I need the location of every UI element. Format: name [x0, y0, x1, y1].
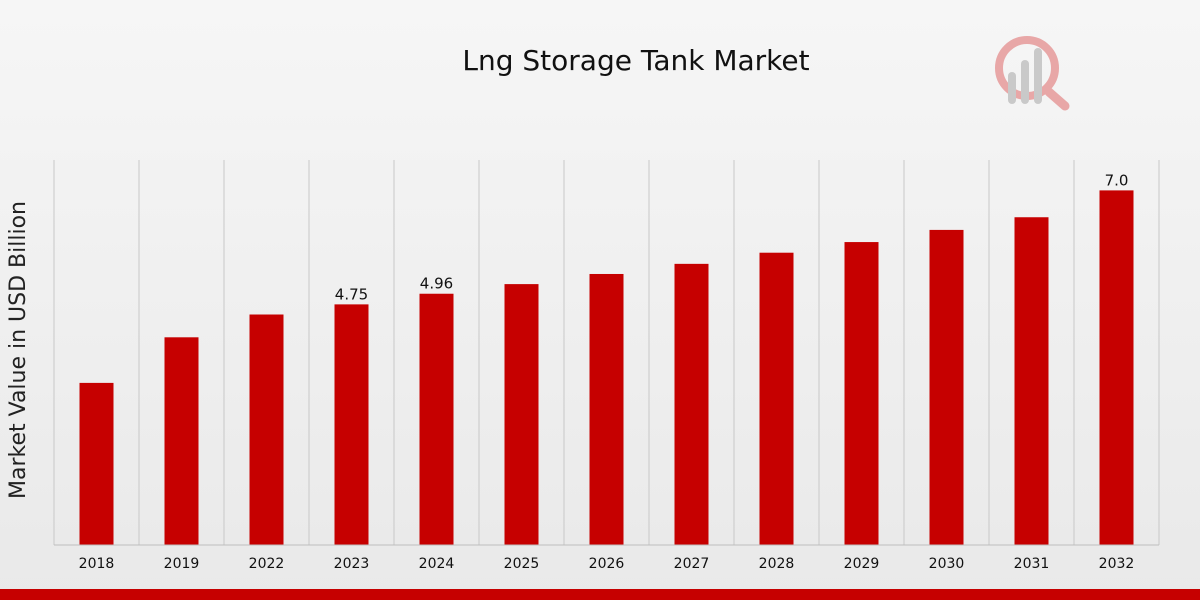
bar-2028	[759, 252, 794, 545]
bottom-accent-bar	[0, 589, 1200, 600]
market-research-logo-icon	[995, 36, 1070, 111]
x-tick-2031: 2031	[1014, 556, 1050, 572]
bar-2029	[844, 242, 879, 545]
x-tick-2023: 2023	[334, 556, 370, 572]
x-tick-2028: 2028	[759, 556, 795, 572]
gridlines	[53, 160, 1160, 545]
bar-2025	[504, 284, 539, 545]
x-tick-2029: 2029	[844, 556, 880, 572]
x-tick-2030: 2030	[929, 556, 965, 572]
logo-bar-2	[1021, 60, 1029, 104]
x-tick-2018: 2018	[79, 556, 115, 572]
logo-bar-1	[1008, 72, 1016, 104]
bar-2018	[79, 382, 114, 545]
data-label-2024: 4.96	[420, 275, 453, 293]
x-tick-2019: 2019	[164, 556, 200, 572]
x-tick-2025: 2025	[504, 556, 540, 572]
logo-bar-3	[1034, 48, 1042, 104]
x-tick-2032: 2032	[1099, 556, 1135, 572]
y-axis-label: Market Value in USD Billion	[6, 201, 31, 499]
x-tick-2026: 2026	[589, 556, 625, 572]
bar-2024	[419, 293, 454, 545]
bars	[79, 190, 1134, 546]
bar-2022	[249, 314, 284, 545]
bar-2032	[1099, 190, 1134, 546]
bar-2031	[1014, 217, 1049, 546]
x-tick-labels: 2018 2019 2022 2023 2024 2025 2026 2027 2028 2029…	[79, 556, 1135, 572]
bar-2026	[589, 273, 624, 545]
data-label-2023: 4.75	[335, 285, 368, 303]
data-labels: 4.75 4.96 7.0	[335, 171, 1129, 303]
bar-2027	[674, 263, 709, 545]
data-label-2032: 7.0	[1105, 171, 1129, 189]
chart-title: Lng Storage Tank Market	[462, 44, 809, 77]
x-tick-2027: 2027	[674, 556, 710, 572]
x-tick-2022: 2022	[249, 556, 285, 572]
x-tick-2024: 2024	[419, 556, 455, 572]
logo-handle	[1044, 87, 1070, 111]
bar-2019	[164, 337, 199, 545]
bar-2023	[334, 304, 369, 545]
bar-2030	[929, 229, 964, 545]
